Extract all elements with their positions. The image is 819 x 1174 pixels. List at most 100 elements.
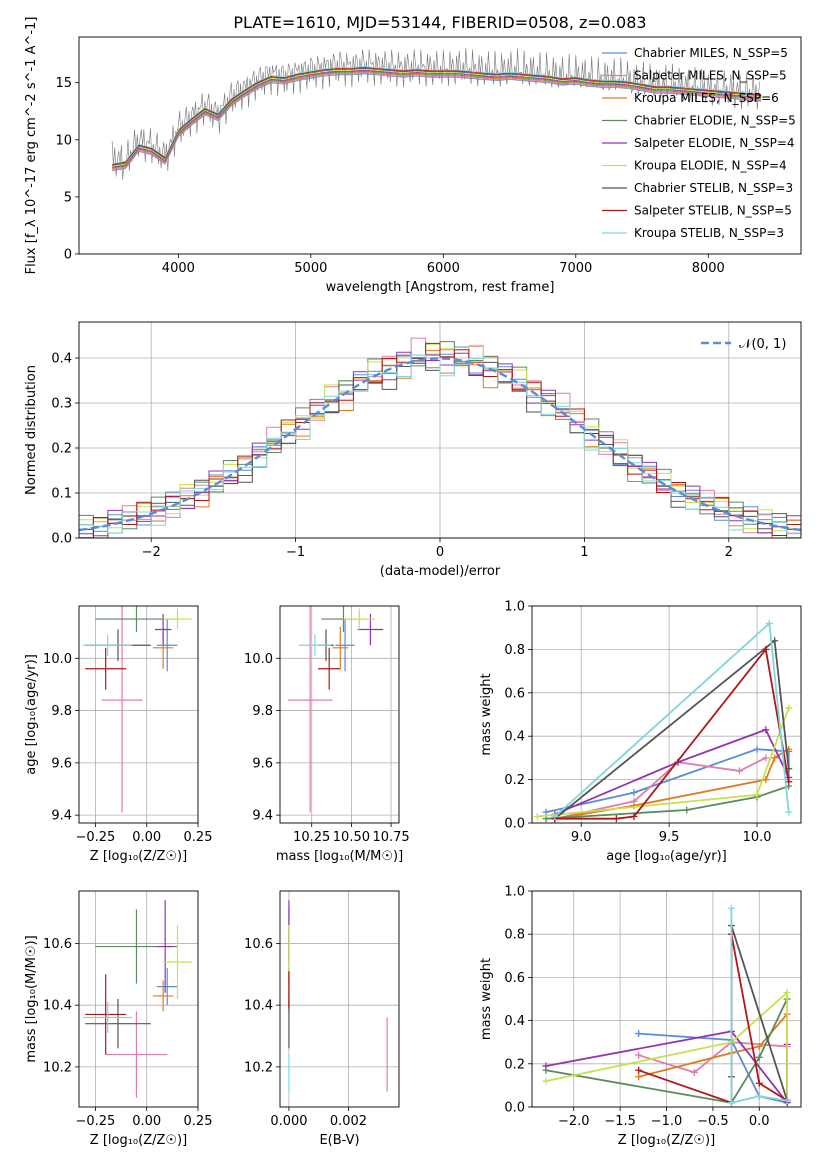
age-metallicity-xtick-label-0: −0.25 [75, 830, 115, 845]
residuals-xlabel: (data-model)/error [380, 564, 501, 579]
weight-age-series-7-marker-1 [612, 815, 620, 823]
mass-metallicity-grid [79, 891, 199, 1107]
weight-metallicity-series-7-marker-3 [755, 1079, 763, 1087]
weight-age-series-8 [554, 621, 790, 818]
weight-age-ytick-label-4: 0.8 [504, 643, 525, 658]
spectrum-xtick-label-1: 5000 [294, 261, 327, 276]
mass-ebv-plot-area [288, 900, 388, 1092]
spectrum-legend-label-0: Chabrier MILES, N_SSP=5 [634, 46, 788, 60]
spectrum-axes-frame [78, 36, 802, 255]
weight-metallicity-axes-frame [531, 890, 802, 1108]
residual-histogram-7 [79, 342, 801, 538]
spectrum-legend-label-2: Kroupa MILES, N_SSP=6 [634, 91, 779, 105]
weight-age-series-3-marker-1 [683, 806, 691, 814]
normal-curve [79, 357, 801, 532]
weight-metallicity-series-4-marker-0 [542, 1062, 550, 1070]
age-metallicity-plot-area [83, 606, 192, 813]
age-metallicity-ylabel: age [log₁₀(age/yr)] [24, 654, 39, 775]
spectrum-model-line-4 [112, 69, 762, 168]
residuals-xtick-label-4: 2 [725, 545, 733, 560]
weight-age-series-1-marker-4 [762, 754, 770, 762]
weight-metallicity-ytick-label-5: 1.0 [504, 885, 525, 900]
weight-metallicity-series-8 [730, 908, 788, 1104]
mass-ebv-ytick-label-0: 10.2 [244, 1060, 273, 1075]
spectrum-xlabel: wavelength [Angstrom, rest frame] [326, 280, 555, 295]
spectrum-xtick-label-3: 7000 [559, 261, 592, 276]
residuals-ylabel: Normed distribution [24, 365, 39, 495]
age-metallicity-axes-frame [78, 605, 199, 824]
weight-age-series-1-marker-3 [735, 767, 743, 775]
age-metallicity-ytick-label-1: 9.6 [51, 756, 72, 771]
residuals-panel: −2 −1 0 1 2 0.0 0.1 0.2 0.3 0.4 (data-model)/error… [24, 321, 802, 579]
spectrum-plot-area [111, 47, 762, 181]
weight-age-ylabel: mass weight [479, 673, 494, 755]
spectrum-legend-label-3: Chabrier ELODIE, N_SSP=5 [634, 114, 796, 128]
weight-age-series-4 [554, 728, 790, 816]
age-metallicity-panel: −0.25 0.00 0.25 9.4 9.6 9.8 10.0 Z [log₁₀(Z/Z☉)… [24, 605, 213, 864]
age-metallicity-xlabel: Z [log₁₀(Z/Z☉)] [90, 849, 187, 864]
weight-age-ytick-label-1: 0.2 [504, 773, 525, 788]
weight-metallicity-xtick-label-4: 0.0 [749, 1114, 770, 1129]
age-mass-panel: 10.25 10.50 10.75 9.4 9.6 9.8 10.0 mass [log₁₀(… [244, 605, 410, 864]
residuals-ytick-label-0: 0.0 [51, 532, 72, 547]
age-metallicity-xtick-label-2: 0.25 [184, 830, 213, 845]
weight-age-series-5-marker-3 [785, 704, 793, 712]
mass-metallicity-panel: −0.25 0.00 0.25 10.2 10.4 10.6 Z [log₁₀(Z/Z☉)]… [24, 890, 213, 1148]
weight-metallicity-xtick-label-3: −0.5 [697, 1114, 729, 1129]
weight-age-grid [532, 605, 801, 824]
mass-ebv-axes-frame [279, 890, 400, 1108]
residuals-axes-frame [78, 321, 802, 539]
mass-metallicity-axes-frame [78, 890, 199, 1108]
spectrum-model-line-6 [112, 67, 762, 166]
age-metallicity-grid [79, 606, 199, 823]
age-mass-ytick-label-1: 9.6 [252, 756, 273, 771]
weight-metallicity-xtick-label-2: −1.0 [651, 1114, 683, 1129]
weight-metallicity-ylabel: mass weight [479, 958, 494, 1040]
weight-age-series-0-marker-0 [542, 808, 550, 816]
mass-metallicity-ytick-label-0: 10.2 [43, 1060, 72, 1075]
spectrum-xtick-label-0: 4000 [162, 261, 195, 276]
spectrum-ytick-label-2: 10 [55, 133, 72, 148]
mass-ebv-ytick-label-1: 10.4 [244, 999, 273, 1014]
mass-metallicity-xtick-label-2: 0.25 [184, 1114, 213, 1129]
weight-age-series-8-marker-1 [765, 619, 773, 627]
mass-ebv-ytick-label-2: 10.6 [244, 937, 273, 952]
age-mass-xtick-label-1: 10.50 [333, 830, 370, 845]
weight-metallicity-series-8-marker-1 [727, 1099, 735, 1107]
mass-ebv-xlabel: E(B-V) [319, 1133, 359, 1148]
residuals-xtick-label-2: 0 [436, 545, 444, 560]
spectrum-legend-label-4: Salpeter ELODIE, N_SSP=4 [634, 136, 795, 150]
mass-ebv-panel: 0.000 0.002 10.2 10.4 10.6 E(B-V) [244, 890, 400, 1148]
age-metallicity-ytick-label-0: 9.4 [51, 809, 72, 824]
spectrum-legend-label-6: Chabrier STELIB, N_SSP=3 [634, 181, 793, 195]
weight-age-xtick-label-0: 9.0 [571, 830, 592, 845]
weight-metallicity-series-5 [545, 990, 788, 1101]
mass-metallicity-ytick-label-2: 10.6 [43, 937, 72, 952]
residual-histogram-8 [79, 354, 801, 538]
weight-metallicity-ytick-label-1: 0.2 [504, 1057, 525, 1072]
spectrum-xtick-label-2: 6000 [427, 261, 460, 276]
weight-metallicity-series-2-marker-2 [755, 1043, 763, 1051]
spectrum-ytick-label-3: 15 [55, 76, 72, 91]
weight-metallicity-series-1-marker-0 [635, 1051, 643, 1059]
weight-metallicity-series-2-marker-0 [635, 1073, 643, 1081]
weight-metallicity-ytick-label-0: 0.0 [504, 1101, 525, 1116]
weight-metallicity-series-3 [545, 998, 788, 1104]
weight-age-series-0-marker-1 [630, 789, 638, 797]
age-mass-ytick-label-3: 10.0 [244, 652, 273, 667]
spectrum-model-line-2 [112, 71, 762, 170]
spectrum-ytick-label-1: 5 [64, 190, 72, 205]
mass-metallicity-ylabel: mass [log₁₀(M/M☉)] [24, 935, 39, 1062]
weight-age-series-5-marker-1 [753, 791, 761, 799]
weight-metallicity-xlabel: Z [log₁₀(Z/Z☉)] [618, 1133, 715, 1148]
weight-age-plot-area [533, 619, 793, 823]
spectrum-model-line-1 [112, 72, 762, 171]
weight-age-ytick-label-3: 0.6 [504, 686, 525, 701]
age-metallicity-ytick-label-3: 10.0 [43, 652, 72, 667]
residual-legend-label: 𝒩(0, 1) [739, 337, 786, 352]
weight-age-ytick-label-0: 0.0 [504, 817, 525, 832]
spectrum-panel: 4000 5000 6000 7000 8000 0 5 10 15 wavelength [An… [24, 17, 802, 295]
weight-metallicity-series-1-marker-1 [690, 1068, 698, 1076]
spectrum-ytick-label-0: 0 [64, 248, 72, 263]
mass-ebv-xtick-label-1: 0.002 [330, 1114, 367, 1129]
